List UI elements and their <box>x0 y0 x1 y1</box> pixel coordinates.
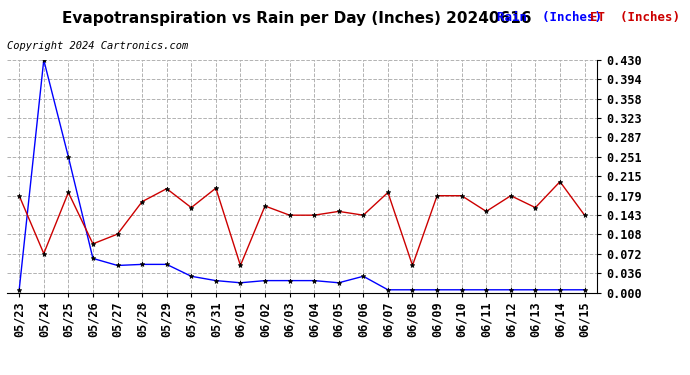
Text: Evapotranspiration vs Rain per Day (Inches) 20240616: Evapotranspiration vs Rain per Day (Inch… <box>62 11 531 26</box>
Text: Rain  (Inches): Rain (Inches) <box>497 11 602 24</box>
Text: Copyright 2024 Cartronics.com: Copyright 2024 Cartronics.com <box>7 41 188 51</box>
Text: ET  (Inches): ET (Inches) <box>590 11 680 24</box>
